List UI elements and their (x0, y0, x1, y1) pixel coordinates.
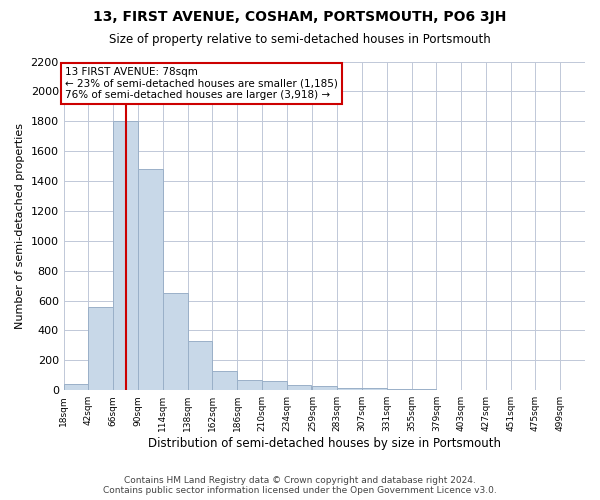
Y-axis label: Number of semi-detached properties: Number of semi-detached properties (15, 123, 25, 329)
Bar (113, 122, 138, 390)
Text: 13 FIRST AVENUE: 78sqm
← 23% of semi-detached houses are smaller (1,185)
76% of : 13 FIRST AVENUE: 78sqm ← 23% of semi-det… (65, 66, 338, 100)
Bar (387, 389, 412, 390)
Bar (362, 388, 387, 390)
Bar (262, 381, 287, 390)
Bar (88, 306, 113, 390)
Bar (237, 380, 262, 390)
Text: 13, FIRST AVENUE, COSHAM, PORTSMOUTH, PO6 3JH: 13, FIRST AVENUE, COSHAM, PORTSMOUTH, PO… (94, 10, 506, 24)
Bar (212, 371, 237, 390)
Bar (313, 386, 337, 390)
Bar (64, 384, 88, 390)
Bar (287, 385, 311, 390)
X-axis label: Distribution of semi-detached houses by size in Portsmouth: Distribution of semi-detached houses by … (148, 437, 501, 450)
Bar (188, 341, 212, 390)
Text: Contains HM Land Registry data © Crown copyright and database right 2024.
Contai: Contains HM Land Registry data © Crown c… (103, 476, 497, 495)
Bar (138, 169, 163, 390)
Bar (337, 388, 362, 390)
Bar (163, 293, 188, 390)
Text: Size of property relative to semi-detached houses in Portsmouth: Size of property relative to semi-detach… (109, 32, 491, 46)
